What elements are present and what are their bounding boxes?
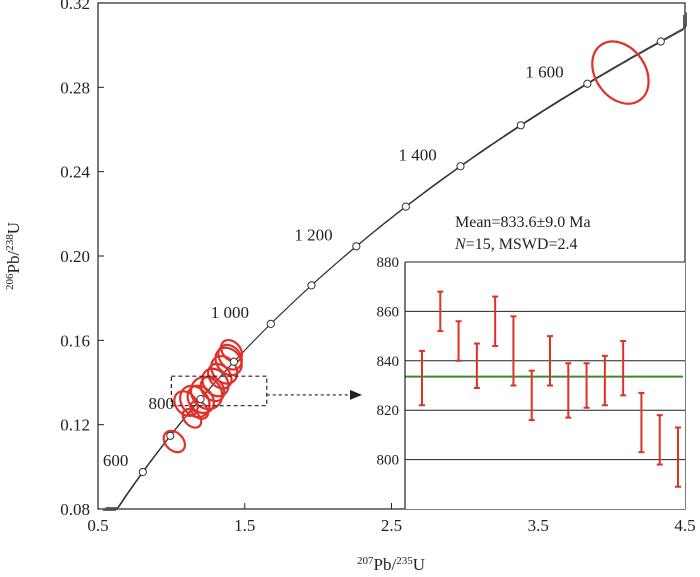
analysis-ellipses <box>162 40 650 454</box>
x-tick-label: 2.5 <box>381 516 402 535</box>
data-ellipse <box>162 429 187 454</box>
age-markers: 600 800 1 000 1 200 1 400 1 600 <box>103 37 665 477</box>
age-label: 1 200 <box>294 225 332 244</box>
age-marker <box>138 467 147 477</box>
y-tick-label: 0.08 <box>60 500 90 519</box>
data-ellipse <box>220 338 244 363</box>
age-marker <box>166 431 175 440</box>
main-plot: 0.5 1.5 2.5 3.5 4.5 0.08 0.12 0.16 0.20 0.24 0.28… <box>4 0 696 574</box>
age-label: 1 600 <box>525 63 563 82</box>
data-ellipse <box>201 367 230 398</box>
age-label: 800 <box>149 394 175 413</box>
age-marker <box>196 394 205 404</box>
x-tick-label: 3.5 <box>528 516 549 535</box>
inset-y-tick-label: 840 <box>377 354 400 370</box>
inset-mean-text: Mean=833.6±9.0 Ma <box>455 214 591 231</box>
inset-background <box>405 262 685 509</box>
inset-y-tick-label: 880 <box>377 255 400 271</box>
inset-error-bars <box>419 290 681 488</box>
y-tick-label: 0.24 <box>60 163 90 182</box>
zoom-arrow-head <box>350 389 362 400</box>
age-label: 600 <box>103 451 129 470</box>
x-tick-label: 0.5 <box>87 516 108 535</box>
y-tick-label: 0.28 <box>60 78 90 97</box>
y-tick-label: 0.12 <box>60 416 90 435</box>
inset-y-tick-label: 800 <box>377 453 400 469</box>
inset-stats-text: N=15, MSWD=2.4 <box>454 236 578 253</box>
age-marker <box>266 319 275 328</box>
y-axis-title: 206Pb/238U <box>4 222 23 290</box>
y-tick-label: 0.16 <box>60 331 90 350</box>
age-marker <box>583 79 592 88</box>
inset-plot: Mean=833.6±9.0 Ma N=15, MSWD=2.4 8008208… <box>377 214 685 509</box>
age-marker <box>456 162 465 171</box>
x-tick-label: 4.5 <box>674 516 695 535</box>
data-ellipse <box>179 384 211 419</box>
age-label: 1 000 <box>211 303 249 322</box>
age-marker <box>401 202 410 211</box>
inset-gridlines <box>405 261 685 461</box>
y-axis-ticks: 0.08 0.12 0.16 0.20 0.24 0.28 0.32 <box>60 0 104 519</box>
inset-y-tick-label: 820 <box>377 403 400 419</box>
age-marker <box>352 242 361 251</box>
age-marker <box>656 37 665 46</box>
age-marker <box>229 357 239 366</box>
y-tick-label: 0.32 <box>60 0 90 13</box>
data-ellipse <box>591 40 650 105</box>
x-tick-label: 1.5 <box>234 516 255 535</box>
zoom-indicator <box>170 375 362 407</box>
age-label: 1 400 <box>398 145 436 164</box>
age-marker <box>307 281 316 290</box>
age-marker <box>516 121 525 130</box>
x-axis-title: 207Pb/235U <box>357 555 425 574</box>
data-ellipse <box>189 399 210 420</box>
y-tick-label: 0.20 <box>60 247 90 266</box>
inset-y-tick-label: 860 <box>377 304 400 320</box>
data-ellipse <box>173 390 199 417</box>
inset-y-ticks: 800 820 840 860 880 <box>377 255 400 469</box>
